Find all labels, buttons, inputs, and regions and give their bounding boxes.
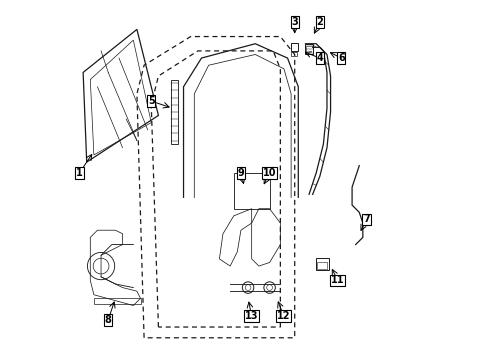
Text: 7: 7 [362,215,369,224]
Bar [305,44,313,54]
Bar [290,43,297,51]
Text: 1: 1 [76,168,83,178]
Text: 6: 6 [337,53,344,63]
Bar [316,258,328,270]
Text: 3: 3 [291,17,298,27]
Text: 13: 13 [244,311,258,321]
Text: 2: 2 [316,17,323,27]
Text: 9: 9 [237,168,244,178]
Bar [94,298,140,304]
Bar [233,173,269,209]
Text: 8: 8 [104,315,111,325]
Text: 11: 11 [330,275,344,285]
Text: 4: 4 [316,53,323,63]
Bar [316,262,326,269]
Text: 12: 12 [277,311,290,321]
Bar [305,46,312,54]
Text: 10: 10 [263,168,276,178]
Bar [291,52,297,56]
Bar [171,80,178,144]
Text: 5: 5 [147,96,154,106]
